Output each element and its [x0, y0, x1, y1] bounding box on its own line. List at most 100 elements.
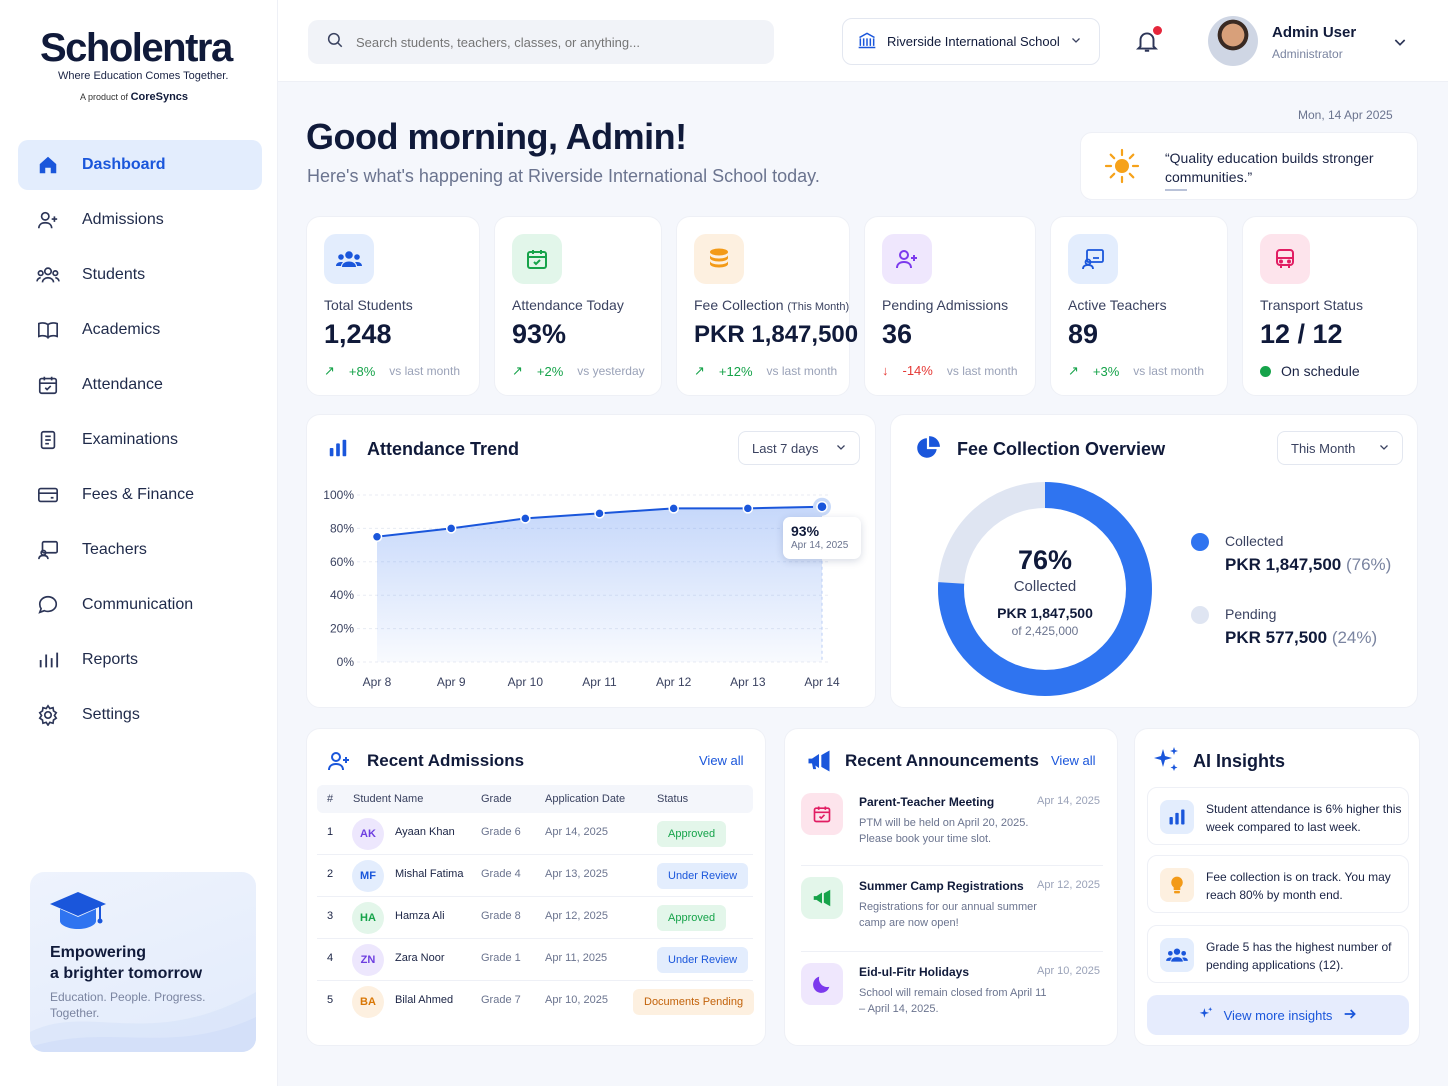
divider	[801, 865, 1103, 866]
page-subtitle: Here's what's happening at Riverside Int…	[307, 166, 820, 186]
status-badge: Approved	[657, 905, 727, 931]
data-point[interactable]	[816, 500, 828, 513]
announcement-item[interactable]: Parent-Teacher Meeting Apr 14, 2025 PTM …	[801, 793, 1101, 863]
stat-trend-value: -14%	[902, 363, 933, 378]
stat-card-attendance[interactable]: Attendance Today 93% ↗ +2% vs yesterday	[494, 216, 662, 396]
avatar[interactable]	[1208, 16, 1258, 66]
user-plus-icon	[882, 234, 932, 284]
data-point[interactable]	[445, 523, 457, 534]
student-initials: MF	[352, 860, 384, 892]
sidebar-item-communication[interactable]: Communication	[18, 580, 262, 630]
sidebar-item-settings[interactable]: Settings	[18, 690, 262, 740]
y-tick-label: 40%	[330, 588, 354, 602]
arrow-right-icon	[1342, 1006, 1358, 1025]
school-selector[interactable]: Riverside International School	[842, 18, 1100, 65]
status-badge: Under Review	[657, 863, 749, 889]
data-point[interactable]	[668, 503, 679, 514]
stat-value: 93%	[512, 319, 567, 349]
stat-trend-value: +8%	[348, 363, 376, 379]
brand-product-line: A product of CoreSyncs	[40, 91, 240, 103]
search-input[interactable]	[356, 34, 756, 50]
sidebar-item-fees[interactable]: Fees & Finance	[18, 470, 262, 520]
graduation-cap-icon	[48, 888, 108, 939]
sidebar-item-examinations[interactable]: Examinations	[18, 415, 262, 465]
range-dropdown-value: Last 7 days	[752, 440, 819, 456]
sidebar-item-admissions[interactable]: Admissions	[18, 195, 262, 245]
student-name: Mishal Fatima	[395, 868, 464, 880]
insight-text: Fee collection is on track. You may reac…	[1206, 870, 1391, 902]
stat-card-active-teachers[interactable]: Active Teachers 89 ↗ +3% vs last month	[1050, 216, 1228, 396]
brand-product-name: CoreSyncs	[130, 91, 189, 103]
quote-text: “Quality education builds stronger commu…	[1165, 150, 1374, 185]
trend-up-icon: ↗	[694, 363, 705, 378]
y-tick-label: 20%	[330, 622, 354, 636]
clipboard-icon	[36, 428, 60, 452]
data-point[interactable]	[742, 503, 754, 514]
col-header-student: Student Name	[353, 793, 424, 805]
x-tick-label: Apr 8	[363, 675, 392, 689]
range-dropdown[interactable]: Last 7 days	[738, 431, 860, 465]
notifications-button[interactable]	[1134, 26, 1162, 56]
trend-up-icon: ↗	[1068, 363, 1079, 378]
moon-icon	[801, 963, 843, 1005]
sidebar-item-reports[interactable]: Reports	[18, 635, 262, 685]
stat-card-transport[interactable]: Transport Status 12 / 12 On schedule	[1242, 216, 1418, 396]
table-row[interactable]: 4 ZN Zara Noor Grade 1 Apr 11, 2025 Unde…	[317, 939, 753, 981]
stat-card-pending-admissions[interactable]: Pending Admissions 36 ↓ -14% vs last month	[864, 216, 1036, 396]
sidebar-item-attendance[interactable]: Attendance	[18, 360, 262, 410]
view-more-insights-button[interactable]: View more insights	[1147, 995, 1409, 1035]
sidebar-item-label: Attendance	[82, 376, 163, 393]
view-all-link[interactable]: View all	[1051, 753, 1096, 768]
announcement-text: School will remain closed from April 11 …	[859, 987, 1047, 1015]
table-row[interactable]: 2 MF Mishal Fatima Grade 4 Apr 13, 2025 …	[317, 855, 753, 897]
user-menu-chevron-icon[interactable]	[1392, 34, 1408, 55]
stat-trend-value: +12%	[718, 363, 753, 379]
announcement-item[interactable]: Summer Camp Registrations Apr 12, 2025 R…	[801, 877, 1101, 947]
x-tick-label: Apr 12	[656, 675, 692, 689]
data-point[interactable]	[371, 531, 383, 542]
current-date: Mon, 14 Apr 2025	[1298, 108, 1393, 122]
data-point[interactable]	[594, 508, 605, 519]
table-row[interactable]: 3 HA Hamza Ali Grade 8 Apr 12, 2025 Appr…	[317, 897, 753, 939]
table-row[interactable]: 1 AK Ayaan Khan Grade 6 Apr 14, 2025 App…	[317, 813, 753, 855]
data-point[interactable]	[520, 513, 531, 524]
attendance-chart: 0% 20% 40% 60% 80% 100% Apr 8 Apr 9 Apr 10 Apr 1…	[323, 488, 840, 689]
quote-card: “Quality education builds stronger commu…	[1080, 132, 1418, 200]
table-row[interactable]: 5 BA Bilal Ahmed Grade 7 Apr 10, 2025 Do…	[317, 981, 755, 1023]
sidebar-item-students[interactable]: Students	[18, 250, 262, 300]
announcement-item[interactable]: Eid-ul-Fitr Holidays Apr 10, 2025 School…	[801, 963, 1101, 1033]
insight-card[interactable]: Grade 5 has the highest number of pendin…	[1147, 925, 1409, 983]
search-box[interactable]	[308, 20, 774, 64]
row-number: 5	[327, 994, 334, 1006]
legend-label: Collected	[1225, 533, 1284, 549]
col-header-status: Status	[657, 793, 689, 805]
range-dropdown[interactable]: This Month	[1277, 431, 1403, 465]
insight-card[interactable]: Student attendance is 6% higher this wee…	[1147, 787, 1409, 845]
application-date: Apr 12, 2025	[545, 910, 608, 922]
stat-label: Transport Status	[1260, 297, 1363, 313]
donut-amount: PKR 1,847,500	[997, 605, 1093, 621]
trend-up-icon: ↗	[512, 363, 523, 378]
notification-dot	[1153, 26, 1162, 35]
stat-card-total-students[interactable]: Total Students 1,248 ↗ +8% vs last month	[306, 216, 480, 396]
announcement-date: Apr 10, 2025	[1037, 965, 1100, 977]
stat-label: Active Teachers	[1068, 297, 1167, 313]
stat-value: 1,248	[324, 319, 392, 349]
view-all-link[interactable]: View all	[699, 753, 744, 768]
y-tick-label: 60%	[330, 555, 354, 569]
sparkles-icon	[1198, 1006, 1214, 1025]
stat-trend: ↗ +2% vs yesterday	[512, 363, 645, 379]
bus-icon	[1260, 234, 1310, 284]
range-dropdown-value: This Month	[1291, 440, 1356, 456]
insight-card[interactable]: Fee collection is on track. You may reac…	[1147, 855, 1409, 913]
sidebar-item-label: Students	[82, 266, 146, 283]
sidebar-item-teachers[interactable]: Teachers	[18, 525, 262, 575]
stat-card-fee-collection[interactable]: Fee Collection (This Month) PKR 1,847,50…	[676, 216, 858, 396]
sidebar-item-academics[interactable]: Academics	[18, 305, 262, 355]
row-number: 3	[327, 910, 334, 922]
sidebar-item-dashboard[interactable]: Dashboard	[18, 140, 262, 190]
user-role: Administrator	[1272, 47, 1343, 61]
chevron-down-icon	[835, 441, 847, 456]
brand-logo[interactable]: Scholentra Where Education Comes Togethe…	[40, 26, 240, 103]
chat-icon	[36, 593, 60, 617]
